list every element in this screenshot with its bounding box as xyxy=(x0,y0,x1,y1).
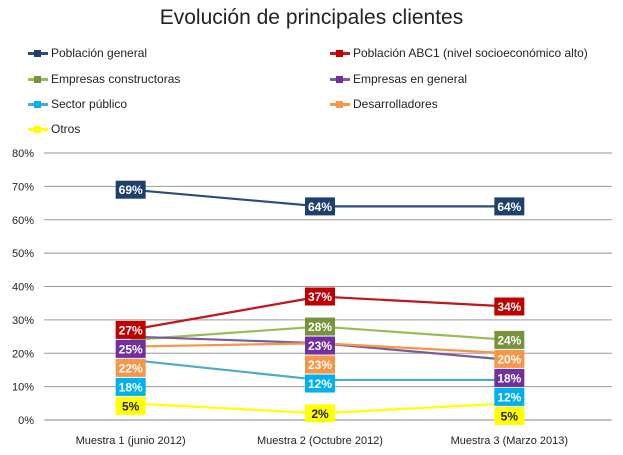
legend-swatch xyxy=(330,100,350,108)
data-label: 23% xyxy=(308,358,332,372)
legend-item: Sector público xyxy=(28,97,127,111)
legend-swatch xyxy=(28,100,48,108)
data-label-box xyxy=(305,336,335,355)
x-tick-label: Muestra 3 (Marzo 2013) xyxy=(451,435,568,447)
chart-title: Evolución de principales clientes xyxy=(159,6,464,29)
y-tick-label: 80% xyxy=(12,148,34,160)
legend-item: Población general xyxy=(28,46,147,60)
legend-item: Población ABC1 (nivel socioeconómico alt… xyxy=(330,46,588,60)
y-tick-label: 30% xyxy=(12,315,34,327)
data-label-box xyxy=(115,358,146,377)
y-tick-label: 40% xyxy=(12,282,34,294)
data-label: 12% xyxy=(497,390,521,404)
data-label-box xyxy=(494,330,525,349)
data-label: 69% xyxy=(119,183,143,197)
legend-label: Población general xyxy=(51,46,148,60)
data-label-box xyxy=(305,355,335,374)
data-label: 2% xyxy=(311,407,329,421)
data-label: 5% xyxy=(501,409,519,423)
legend-item: Desarrolladores xyxy=(330,97,438,111)
data-label-box xyxy=(115,320,146,339)
data-label-box xyxy=(494,406,525,425)
legend-item: Otros xyxy=(28,122,80,136)
data-label: 64% xyxy=(308,200,332,214)
y-tick-label: 50% xyxy=(12,248,34,260)
x-tick-label: Muestra 2 (Octubre 2012) xyxy=(257,435,383,447)
data-label-box xyxy=(115,396,146,415)
legend-swatch xyxy=(330,75,350,83)
y-tick-label: 60% xyxy=(12,215,34,227)
data-label: 23% xyxy=(308,339,332,353)
data-label-box xyxy=(305,317,335,336)
legend-label: Empresas constructoras xyxy=(51,72,181,86)
legend-label: Sector público xyxy=(51,97,128,111)
data-label-box xyxy=(494,368,525,387)
data-label: 34% xyxy=(497,300,521,314)
legend-swatch xyxy=(28,125,48,133)
data-label-box xyxy=(494,349,525,368)
legend-item: Empresas en general xyxy=(330,72,467,86)
data-label: 18% xyxy=(119,380,143,394)
data-label: 22% xyxy=(119,361,143,375)
data-label-box xyxy=(494,197,525,216)
data-label: 25% xyxy=(119,342,143,356)
data-label: 27% xyxy=(119,323,143,337)
data-label: 18% xyxy=(497,371,521,385)
legend-label: Empresas en general xyxy=(353,72,468,86)
data-label-box xyxy=(115,377,146,396)
data-label-box xyxy=(115,339,146,358)
x-tick-label: Muestra 1 (junio 2012) xyxy=(76,435,186,447)
legend-label: Población ABC1 (nivel socioeconómico alt… xyxy=(353,46,588,60)
data-label: 12% xyxy=(308,377,332,391)
legend-swatch xyxy=(330,49,350,57)
data-label-box xyxy=(494,297,525,316)
y-tick-label: 0% xyxy=(18,415,34,427)
data-label-box xyxy=(494,387,525,406)
data-label: 5% xyxy=(122,399,140,413)
legend-item: Empresas constructoras xyxy=(28,72,180,86)
data-label: 28% xyxy=(308,320,332,334)
data-label-box xyxy=(305,287,335,306)
data-label: 64% xyxy=(497,200,521,214)
legend-label: Desarrolladores xyxy=(353,97,438,111)
data-label: 24% xyxy=(497,333,521,347)
data-label-box xyxy=(305,197,335,216)
data-label: 37% xyxy=(308,290,332,304)
legend-label: Otros xyxy=(51,122,81,136)
y-tick-label: 10% xyxy=(12,382,34,394)
data-label: 20% xyxy=(497,352,521,366)
y-tick-label: 70% xyxy=(12,181,34,193)
data-label-box xyxy=(305,404,335,423)
data-label-box xyxy=(305,374,335,393)
legend-swatch xyxy=(28,49,48,57)
data-label-box xyxy=(115,180,146,199)
y-tick-label: 20% xyxy=(12,348,34,360)
legend-swatch xyxy=(28,75,48,83)
